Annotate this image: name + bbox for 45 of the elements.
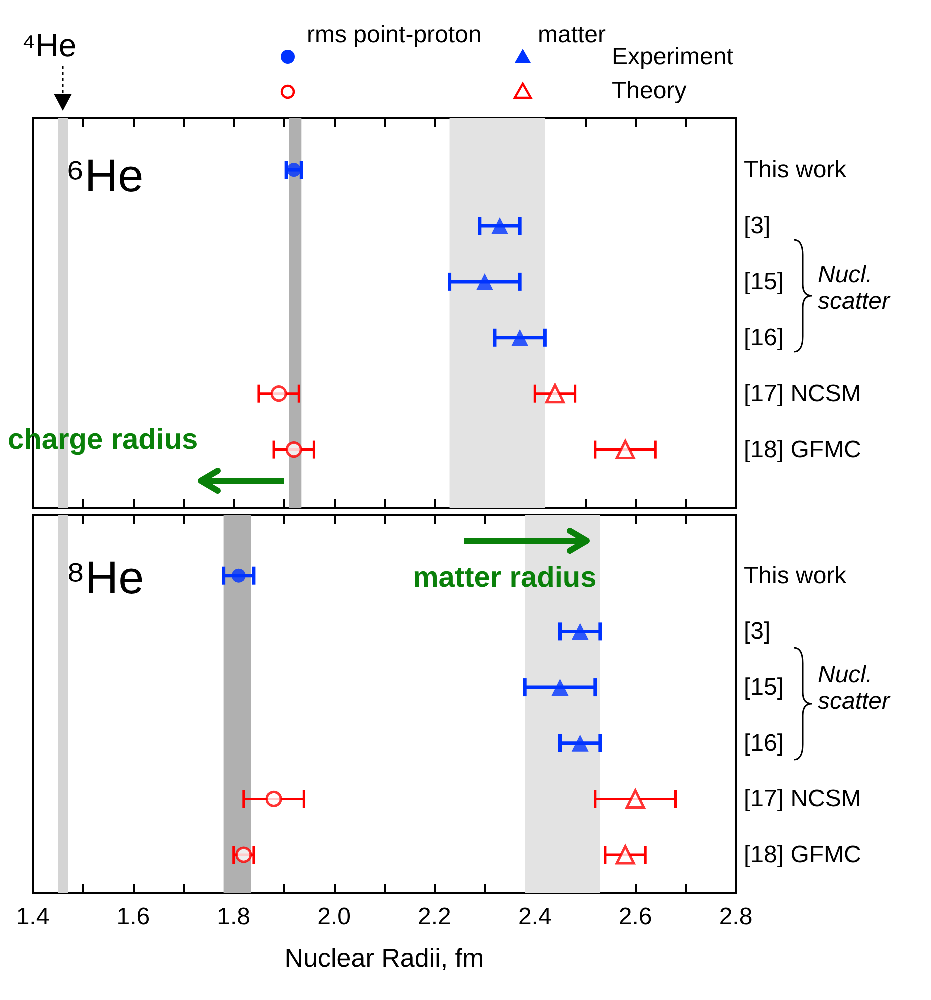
y-tick-label: This work (744, 562, 848, 590)
y-tick-label: [16] (744, 730, 784, 757)
y-tick-label: [15] (744, 268, 784, 296)
x-tick-label: 1.8 (217, 904, 251, 930)
x-tick-label: 1.4 (16, 904, 50, 930)
text: Nucl. scatter (818, 262, 892, 316)
point (266, 790, 282, 808)
y-tick-label: [15] (744, 674, 784, 702)
point (626, 789, 646, 809)
point (616, 440, 636, 460)
annotation: matter radius (413, 562, 597, 594)
point (270, 386, 288, 402)
annotation: ⁸He (66, 551, 144, 604)
point (572, 623, 589, 640)
point (616, 845, 636, 865)
point (572, 734, 589, 752)
point (545, 384, 565, 404)
y-tick-label: [3] (744, 618, 771, 646)
text: matter (538, 22, 606, 49)
x-tick-label: 2.0 (318, 904, 351, 930)
y-tick-label: [16] (744, 324, 784, 352)
x-tick-label: 2.2 (418, 904, 452, 930)
y-tick-label: [17] NCSM (744, 786, 862, 813)
point (552, 679, 569, 696)
x-tick-label: 2.4 (518, 904, 552, 930)
point (491, 217, 508, 234)
text: Nucl. scatter (818, 662, 892, 716)
point (512, 329, 529, 346)
point (232, 568, 246, 583)
x-tick-label: 2.8 (719, 904, 753, 930)
point (476, 273, 494, 290)
point (286, 442, 302, 458)
annotation: ⁶He (66, 149, 144, 202)
x-axis-title: Nuclear Radii, fm (284, 943, 484, 973)
x-tick-label: 2.6 (618, 904, 652, 930)
x-tick-label: 1.6 (116, 904, 150, 930)
y-tick-label: [17] NCSM (744, 380, 862, 408)
text: Theory (612, 78, 687, 105)
y-tick-label: [3] (744, 212, 771, 240)
text: Experiment (612, 44, 734, 71)
text: ⁴He (22, 28, 77, 64)
y-tick-label: [18] GFMC (744, 436, 862, 464)
y-tick-label: This work (744, 156, 848, 184)
y-tick-label: [18] GFMC (744, 842, 862, 869)
text: rms point-proton (307, 22, 482, 49)
